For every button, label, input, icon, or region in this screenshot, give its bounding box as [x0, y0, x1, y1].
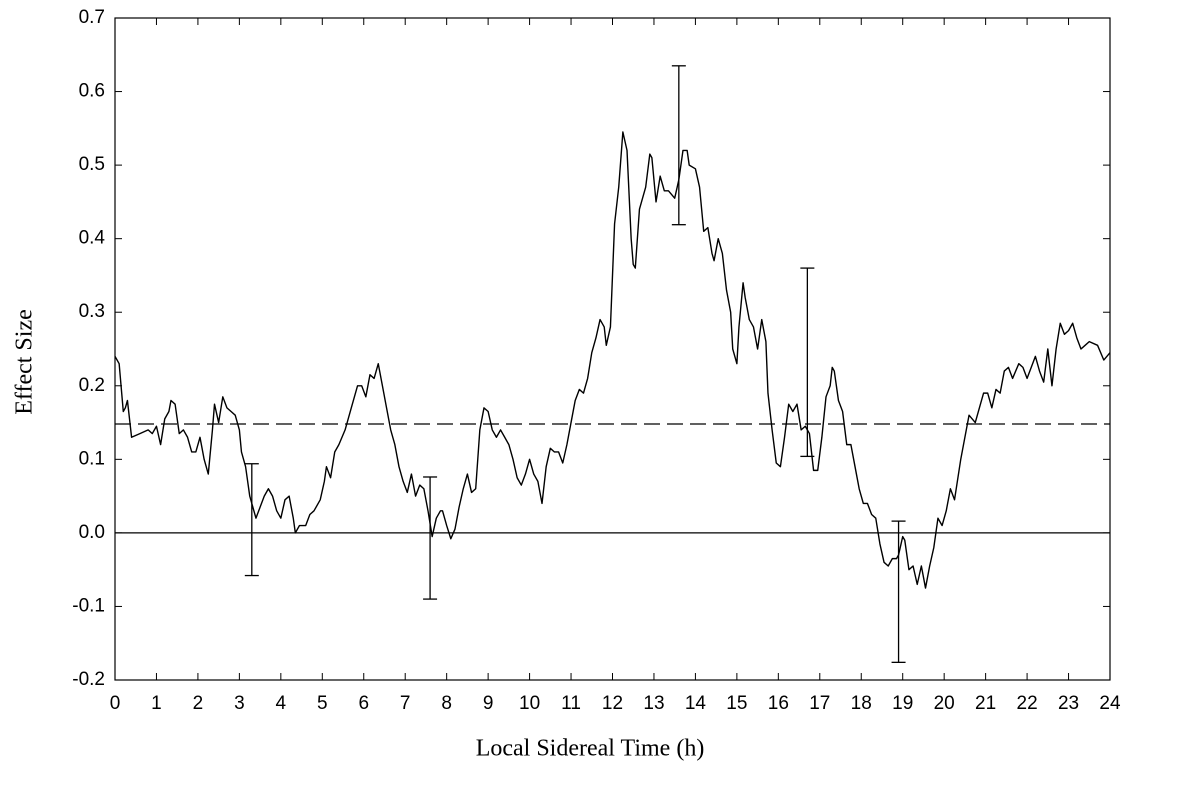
x-tick-label: 4 [276, 693, 287, 714]
y-tick-label: 0.1 [79, 448, 105, 469]
x-tick-label: 1 [151, 693, 162, 714]
y-tick-label: 0.0 [79, 522, 105, 543]
error-bar [244, 463, 259, 577]
x-tick-label: 23 [1058, 693, 1079, 714]
y-tick-label: -0.2 [72, 669, 105, 690]
error-bar [671, 65, 686, 226]
x-tick-label: 15 [726, 693, 747, 714]
x-tick-label: 22 [1017, 693, 1038, 714]
x-tick-label: 2 [193, 693, 204, 714]
x-tick-label: 3 [234, 693, 245, 714]
x-tick-label: 7 [400, 693, 411, 714]
x-tick-label: 14 [685, 693, 707, 714]
x-tick-label: 10 [519, 693, 540, 714]
x-tick-label: 8 [441, 693, 452, 714]
x-tick-label: 16 [768, 693, 789, 714]
x-tick-label: 11 [561, 693, 581, 714]
x-tick-label: 19 [892, 693, 913, 714]
y-tick-label: 0.4 [79, 228, 106, 249]
x-tick-label: 12 [602, 693, 623, 714]
y-tick-label: 0.7 [79, 7, 105, 28]
x-tick-label: 17 [809, 693, 830, 714]
y-tick-label: 0.6 [79, 81, 105, 102]
y-tick-label: 0.2 [79, 375, 105, 396]
y-tick-label: 0.3 [79, 301, 105, 322]
data-line [114, 131, 1111, 589]
x-tick-label: 6 [358, 693, 369, 714]
x-tick-label: 5 [317, 693, 328, 714]
x-tick-label: 9 [483, 693, 494, 714]
error-bar [891, 520, 906, 663]
error-bar [423, 476, 438, 600]
x-tick-label: 0 [110, 693, 121, 714]
y-tick-label: 0.5 [79, 154, 105, 175]
error-bar [800, 267, 815, 458]
x-tick-label: 21 [975, 693, 996, 714]
x-tick-label: 20 [934, 693, 955, 714]
plot-frame [114, 17, 1111, 681]
y-tick-label: -0.1 [72, 595, 105, 616]
x-tick-label: 24 [1099, 693, 1121, 714]
x-tick-label: 18 [851, 693, 872, 714]
x-tick-label: 13 [643, 693, 664, 714]
y-axis-label: Effect Size [12, 309, 38, 415]
x-axis-label: Local Sidereal Time (h) [476, 736, 705, 762]
